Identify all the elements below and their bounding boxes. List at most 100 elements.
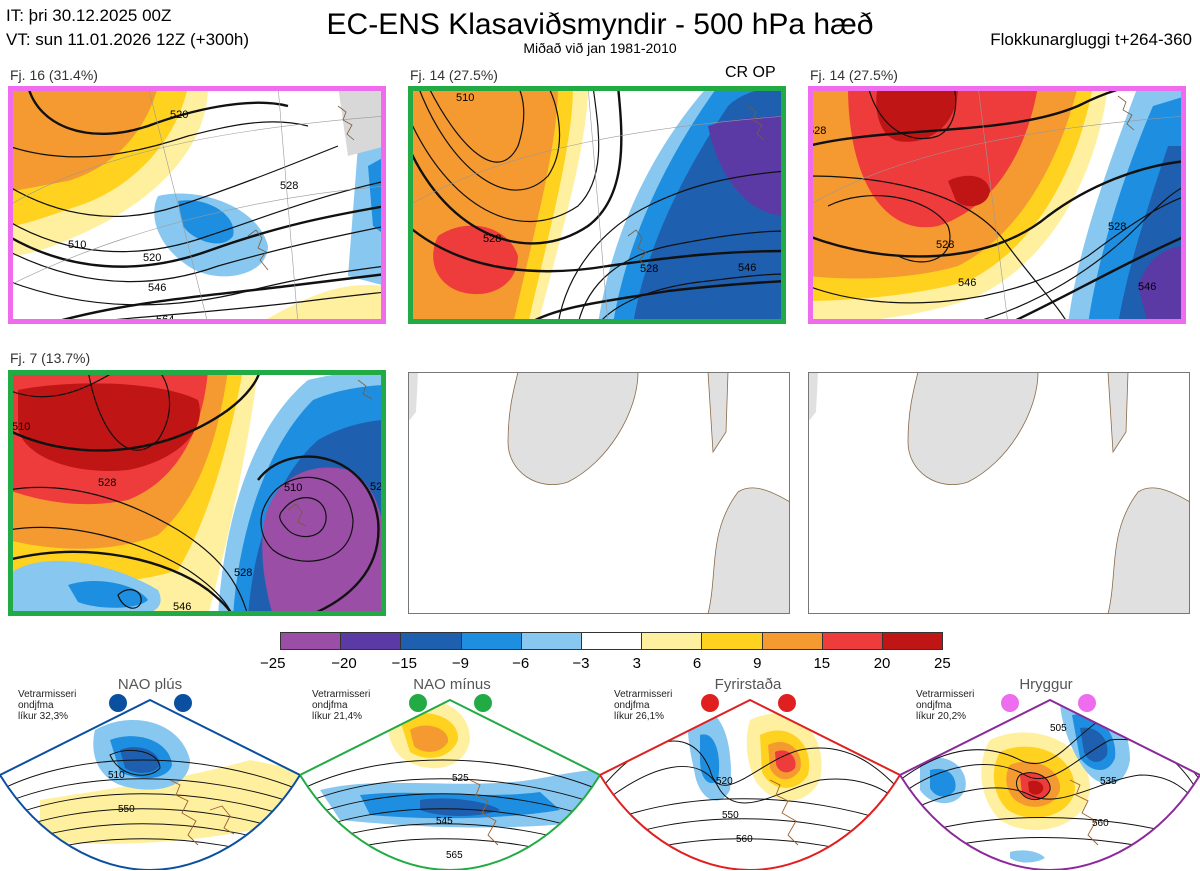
regime-4-note: Vetrarmisseri ondjfma líkur 20,2% xyxy=(916,689,974,722)
colorbar-tick-label: −9 xyxy=(451,655,469,672)
colorbar-swatch xyxy=(521,633,582,649)
regime-marker xyxy=(109,694,127,712)
colorbar xyxy=(280,632,943,650)
contour-label: 546 xyxy=(148,282,166,294)
colorbar-swatch xyxy=(762,633,823,649)
note-line: Vetrarmisseri xyxy=(18,689,77,700)
contour-label: 550 xyxy=(722,810,739,821)
colorbar-swatch xyxy=(581,633,643,649)
contour-label: 528 xyxy=(808,125,826,137)
cluster-map-3: 528 528 546 528 546 xyxy=(808,86,1186,324)
empty-map-2-graphic xyxy=(808,372,1190,614)
colorbar-swatch xyxy=(642,633,703,649)
contour-label: 528 xyxy=(1108,221,1126,233)
regime-map-blocking-graphic: 520 550 560 xyxy=(600,694,900,870)
colorbar-tick-label: −20 xyxy=(331,655,357,672)
colorbar-tick-label: −6 xyxy=(512,655,530,672)
note-line: Vetrarmisseri xyxy=(312,689,371,700)
regime-map-ridge: 505 535 560 xyxy=(900,680,1200,870)
regime-map-nao-plus-graphic: 510 550 xyxy=(0,694,300,870)
regime-marker xyxy=(174,694,192,712)
note-line: ondjfma xyxy=(18,700,54,711)
contour-label: 510 xyxy=(108,770,125,781)
cluster-map-1: 520 528 510 520 546 564 xyxy=(8,86,386,324)
note-line: ondjfma xyxy=(312,700,348,711)
contour-label: 520 xyxy=(170,109,188,121)
regime-marker xyxy=(701,694,719,712)
regime-marker xyxy=(474,694,492,712)
note-line: Vetrarmisseri xyxy=(614,689,673,700)
contour-label: 510 xyxy=(456,92,474,104)
note-line: líkur 32,3% xyxy=(18,711,69,722)
contour-label: 545 xyxy=(436,816,453,827)
colorbar-swatch xyxy=(882,633,943,649)
cluster-map-2: 528 528 546 510 xyxy=(408,86,786,324)
classification-window: Flokkunargluggi t+264-360 xyxy=(990,30,1192,49)
colorbar-swatch xyxy=(822,633,883,649)
regime-map-nao-minus: 525 545 565 xyxy=(300,680,600,870)
colorbar-tick-label: 6 xyxy=(692,655,702,672)
contour-label: 528 xyxy=(98,477,116,489)
regime-marker xyxy=(778,694,796,712)
contour-label: 510 xyxy=(284,482,302,494)
page-title: EC-ENS Klasaviðsmyndir - 500 hPa hæð xyxy=(326,8,874,41)
panel-3-label: Fj. 14 (27.5%) xyxy=(810,67,898,83)
note-line: Vetrarmisseri xyxy=(916,689,975,700)
colorbar-tick-label: 9 xyxy=(753,655,762,672)
page-subtitle: Miðað við jan 1981-2010 xyxy=(523,40,677,56)
contour-label: 560 xyxy=(1092,818,1109,829)
contour-label: 510 xyxy=(68,239,86,251)
contour-label: 520 xyxy=(143,252,161,264)
colorbar-tick-label: −15 xyxy=(391,655,417,672)
cluster-map-2-graphic: 528 528 546 510 xyxy=(408,86,786,324)
contour-label: 520 xyxy=(716,776,733,787)
colorbar-swatch xyxy=(461,633,522,649)
colorbar-tick-label: 3 xyxy=(632,655,641,672)
note-line: líkur 21,4% xyxy=(312,711,363,722)
contour-label: 528 xyxy=(370,481,386,493)
colorbar-tick-label: −25 xyxy=(260,655,286,672)
cluster-map-1-graphic: 520 528 510 520 546 564 xyxy=(8,86,386,324)
regime-3-title: Fyrirstaða xyxy=(714,676,782,693)
contour-label: 546 xyxy=(1138,281,1156,293)
regime-3-note: Vetrarmisseri ondjfma líkur 26,1% xyxy=(614,689,672,722)
colorbar-swatch xyxy=(281,633,342,649)
contour-label: 564 xyxy=(156,314,174,324)
contour-label: 528 xyxy=(936,239,954,251)
regime-2-title: NAO mínus xyxy=(413,676,491,693)
empty-map-2 xyxy=(808,372,1190,614)
contour-label: 546 xyxy=(173,601,191,613)
regime-map-ridge-graphic: 505 535 560 xyxy=(900,694,1200,870)
cluster-map-3-graphic: 528 528 546 528 546 xyxy=(808,86,1186,324)
contour-label: 560 xyxy=(736,834,753,845)
contour-label: 546 xyxy=(738,262,756,274)
note-line: ondjfma xyxy=(614,700,650,711)
cluster-map-4: 510 528 510 528 546 528 xyxy=(8,370,386,616)
header-info: IT: þri 30.12.2025 00Z VT: sun 11.01.202… xyxy=(6,4,249,52)
panel-2-label: Fj. 14 (27.5%) xyxy=(410,67,498,83)
cluster-map-4-graphic: 510 528 510 528 546 528 xyxy=(8,370,386,616)
contour-label: 505 xyxy=(1050,723,1067,734)
empty-map-1-graphic xyxy=(408,372,790,614)
note-line: ondjfma xyxy=(916,700,952,711)
colorbar-tick-label: 15 xyxy=(813,655,831,672)
regime-1-note: Vetrarmisseri ondjfma líkur 32,3% xyxy=(18,689,76,722)
contour-label: 528 xyxy=(234,567,252,579)
regime-2-note: Vetrarmisseri ondjfma líkur 21,4% xyxy=(312,689,370,722)
init-time: IT: þri 30.12.2025 00Z xyxy=(6,6,172,25)
panel-1-label: Fj. 16 (31.4%) xyxy=(10,67,98,83)
note-line: líkur 20,2% xyxy=(916,711,967,722)
colorbar-swatch xyxy=(401,633,462,649)
regime-marker xyxy=(409,694,427,712)
panel-4-label: Fj. 7 (13.7%) xyxy=(10,350,91,366)
valid-time: VT: sun 11.01.2026 12Z (+300h) xyxy=(6,30,250,49)
colorbar-tick-label: 20 xyxy=(873,655,891,672)
regime-marker xyxy=(1078,694,1096,712)
contour-label: 565 xyxy=(446,850,463,861)
contour-label: 550 xyxy=(118,804,135,815)
regime-marker xyxy=(1001,694,1019,712)
contour-label: 528 xyxy=(280,180,298,192)
colorbar-swatch xyxy=(341,633,402,649)
regime-map-blocking: 520 550 560 xyxy=(600,680,900,870)
note-line: líkur 26,1% xyxy=(614,711,665,722)
